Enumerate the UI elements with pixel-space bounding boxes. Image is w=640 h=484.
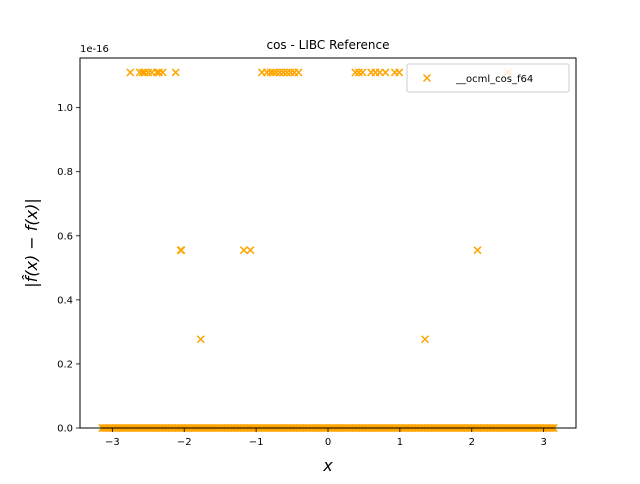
legend-box bbox=[406, 63, 570, 93]
data-point bbox=[272, 68, 281, 77]
data-point bbox=[421, 335, 430, 344]
data-point bbox=[286, 68, 295, 77]
data-point bbox=[275, 68, 284, 77]
y-tick-label: 0.0 bbox=[57, 424, 73, 435]
data-point bbox=[177, 246, 186, 255]
x-tick-label: −1 bbox=[249, 437, 264, 448]
data-point bbox=[158, 68, 167, 77]
data-point bbox=[152, 68, 161, 77]
data-point bbox=[358, 68, 367, 77]
data-point bbox=[266, 68, 275, 77]
y-tick-label: 0.8 bbox=[57, 167, 73, 178]
y-tick-label: 1.0 bbox=[57, 103, 73, 114]
y-offset-text: 1e-16 bbox=[80, 44, 109, 55]
x-tick-label: 3 bbox=[540, 437, 546, 448]
data-point bbox=[140, 68, 149, 77]
x-tick-label: 2 bbox=[469, 437, 475, 448]
data-point bbox=[246, 246, 255, 255]
legend-marker bbox=[422, 73, 432, 83]
data-point bbox=[375, 68, 384, 77]
data-point bbox=[381, 68, 390, 77]
data-point bbox=[138, 68, 147, 77]
legend-label: __ocml_cos_f64 bbox=[455, 74, 533, 85]
x-axis-label: x bbox=[322, 456, 333, 475]
y-axis-label: |f̂(x) − f(x)| bbox=[22, 198, 41, 288]
data-point bbox=[126, 68, 135, 77]
data-point bbox=[196, 335, 205, 344]
data-point bbox=[279, 68, 288, 77]
data-point bbox=[473, 246, 482, 255]
data-point bbox=[262, 68, 271, 77]
legend: __ocml_cos_f64 bbox=[406, 63, 570, 93]
data-point bbox=[395, 68, 404, 77]
x-axis-ticks: −3 −2 −1 0 1 2 3 bbox=[105, 428, 547, 448]
chart-title: cos - LIBC Reference bbox=[266, 38, 389, 52]
data-point bbox=[171, 68, 180, 77]
legend-x-marker bbox=[422, 73, 432, 83]
y-tick-label: 0.2 bbox=[57, 359, 73, 370]
data-point bbox=[294, 68, 303, 77]
data-point bbox=[144, 68, 153, 77]
data-point bbox=[269, 68, 278, 77]
y-tick-label: 0.4 bbox=[57, 295, 73, 306]
data-point bbox=[282, 68, 292, 77]
y-tick-label: 0.6 bbox=[57, 231, 73, 242]
data-point bbox=[239, 246, 248, 255]
data-point bbox=[351, 68, 360, 77]
data-point bbox=[155, 68, 164, 77]
x-tick-label: −3 bbox=[105, 437, 120, 448]
x-tick-label: 0 bbox=[325, 437, 331, 448]
x-tick-label: −2 bbox=[177, 437, 192, 448]
data-point bbox=[354, 68, 363, 77]
x-tick-label: 1 bbox=[397, 437, 403, 448]
y-axis-ticks: 0.0 0.2 0.4 0.6 0.8 1.0 bbox=[57, 103, 80, 435]
